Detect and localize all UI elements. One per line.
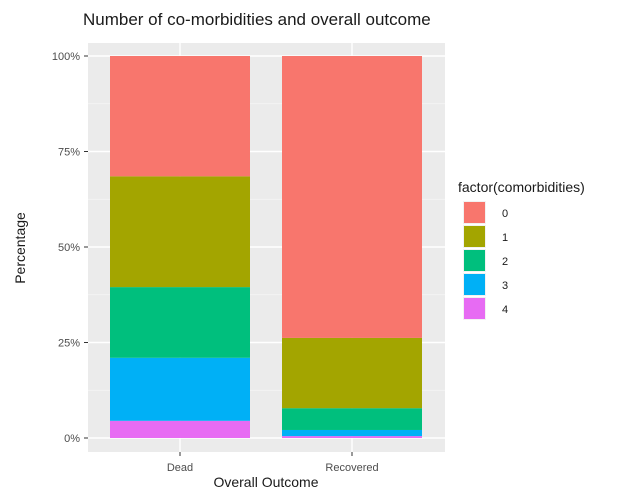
y-axis: 0% 25% 50% 75% 100% xyxy=(52,51,88,445)
legend-label-1: 1 xyxy=(502,232,508,244)
y-tick-label: 25% xyxy=(58,338,80,350)
legend-title: factor(comorbidities) xyxy=(458,179,585,195)
y-tick-label: 0% xyxy=(64,433,80,445)
chart-title: Number of co-morbidities and overall out… xyxy=(83,10,431,29)
bar-segment-dead-4 xyxy=(110,420,250,438)
legend: factor(comorbidities) 0 1 2 3 4 xyxy=(458,179,585,320)
bar-segment-recovered-4 xyxy=(282,436,422,438)
bar-segment-dead-3 xyxy=(110,357,250,421)
bars-group xyxy=(110,56,422,438)
bar-segment-dead-2 xyxy=(110,287,250,358)
legend-label-2: 2 xyxy=(502,256,508,268)
legend-swatch-1 xyxy=(464,226,485,247)
x-tick-label: Dead xyxy=(167,462,193,474)
bar-segment-recovered-1 xyxy=(282,337,422,409)
y-tick-label: 100% xyxy=(52,51,80,63)
bar-segment-recovered-2 xyxy=(282,408,422,430)
y-tick-label: 75% xyxy=(58,147,80,159)
x-tick-label: Recovered xyxy=(325,462,378,474)
legend-swatch-4 xyxy=(464,298,485,319)
bar-segment-dead-0 xyxy=(110,56,250,177)
legend-swatch-0 xyxy=(464,202,485,223)
legend-label-3: 3 xyxy=(502,280,508,292)
bar-segment-recovered-0 xyxy=(282,56,422,338)
legend-swatch-2 xyxy=(464,250,485,271)
bar-segment-dead-1 xyxy=(110,176,250,288)
legend-label-0: 0 xyxy=(502,208,508,220)
legend-swatch-3 xyxy=(464,274,485,295)
y-tick-label: 50% xyxy=(58,242,80,254)
x-axis: Dead Recovered xyxy=(167,452,379,474)
y-axis-title: Percentage xyxy=(12,212,28,284)
legend-label-4: 4 xyxy=(502,304,508,316)
x-axis-title: Overall Outcome xyxy=(213,474,318,488)
bar-segment-recovered-3 xyxy=(282,429,422,437)
